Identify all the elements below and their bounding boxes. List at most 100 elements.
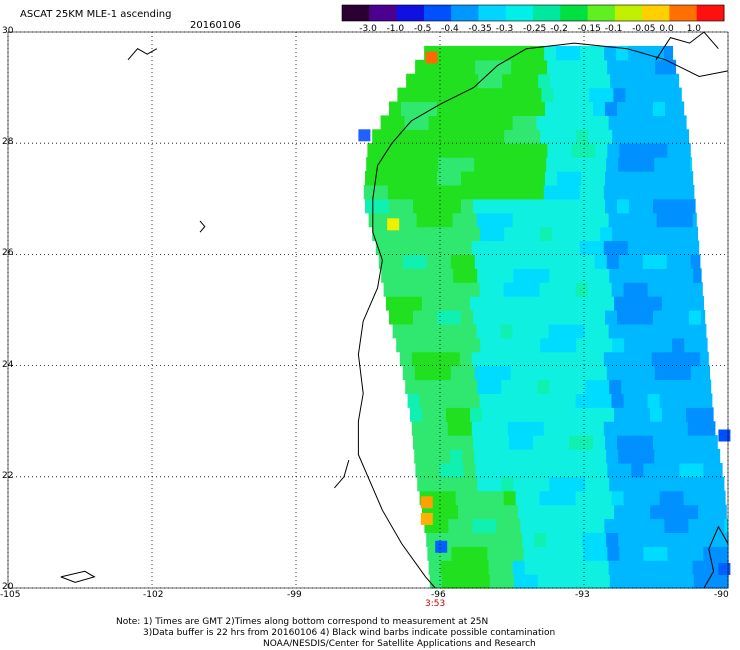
swath-cell <box>482 296 495 311</box>
swath-cell <box>462 532 475 547</box>
swath-cell <box>542 407 555 422</box>
swath-cell <box>498 254 512 269</box>
swath-cell <box>704 323 707 339</box>
swath-cell <box>417 268 430 283</box>
swath-cell <box>557 310 570 325</box>
swath-cell <box>495 421 509 436</box>
swath-cell <box>609 476 622 492</box>
swath-cell <box>627 421 641 436</box>
swath-cell <box>558 532 571 547</box>
swath-cell <box>519 184 533 200</box>
swath-cell <box>528 129 541 144</box>
swath-cell <box>515 490 529 506</box>
swath-cell <box>401 171 414 186</box>
swath-cell <box>630 365 644 381</box>
swath-cell <box>675 421 689 436</box>
swath-cell <box>479 490 493 506</box>
swath-cell <box>392 115 406 130</box>
swath-cell <box>428 212 442 228</box>
swath-cell <box>717 574 729 589</box>
swath-cell <box>633 476 646 492</box>
swath-cell <box>619 143 632 158</box>
swath-cell <box>548 560 562 575</box>
swath-cell <box>710 407 714 422</box>
swath-cell <box>483 240 497 255</box>
swath-cell <box>513 574 527 589</box>
swath-cell <box>492 129 505 144</box>
swath-cell <box>606 157 619 172</box>
swath-cell <box>669 379 682 394</box>
swath-cell <box>692 323 706 339</box>
swath-cell <box>520 45 533 61</box>
note-line-1: Note: 1) Times are GMT 2)Times along bot… <box>116 617 489 627</box>
swath-cell <box>533 310 546 325</box>
swath-cell <box>446 407 459 422</box>
swath-cell <box>530 407 543 422</box>
latitude-label: 24 <box>2 359 14 370</box>
swath-cell <box>674 504 687 520</box>
swath-cell <box>428 115 442 130</box>
swath-cell <box>655 59 668 75</box>
swath-cell <box>533 435 546 450</box>
colorbar-swatch <box>669 5 698 21</box>
swath-cell <box>605 435 618 450</box>
swath-cell <box>547 462 560 478</box>
swath-cell <box>389 310 402 325</box>
swath-cell <box>535 59 548 75</box>
swath-cell <box>678 157 691 172</box>
swath-cell <box>664 518 677 533</box>
swath-cell <box>459 240 473 255</box>
swath-cell <box>599 282 613 297</box>
swath-cell <box>540 337 553 353</box>
swath-cell <box>436 45 449 61</box>
swath-cell <box>595 462 608 478</box>
swath-cell <box>705 574 719 589</box>
swath-cell <box>571 59 584 75</box>
swath-cell <box>632 323 646 339</box>
swath-cell <box>620 212 634 228</box>
swath-cell <box>501 476 514 492</box>
swath-cell <box>589 87 602 103</box>
swath-cell <box>663 421 677 436</box>
swath-cell <box>600 129 613 144</box>
colorbar-label: -0.3 <box>495 24 514 34</box>
swath-cell <box>441 574 455 589</box>
swath-cell <box>451 462 464 478</box>
swath-cell <box>510 254 524 269</box>
swath-cell <box>585 268 598 283</box>
swath-cell <box>615 184 629 200</box>
swath-cell <box>667 462 680 478</box>
swath-cell <box>633 574 647 589</box>
swath-cell <box>448 518 461 533</box>
swath-cell <box>593 171 606 186</box>
swath-cell <box>612 129 625 144</box>
swath-cell <box>439 59 452 75</box>
swath-cell <box>413 310 426 325</box>
swath-cell <box>485 198 498 214</box>
swath-cell <box>702 365 710 381</box>
swath-cell <box>447 421 461 436</box>
coastline-segment <box>655 31 719 61</box>
swath-cell <box>426 449 439 464</box>
swath-cell <box>442 73 455 89</box>
swath-cell <box>535 546 548 561</box>
swath-cell <box>512 212 526 228</box>
swath-cell <box>640 518 653 533</box>
swath-cell <box>625 87 638 103</box>
swath-cell <box>509 101 522 116</box>
swath-cell <box>606 449 619 464</box>
swath-cell <box>519 351 533 367</box>
swath-cell <box>408 337 421 353</box>
coastline-segment <box>703 525 729 589</box>
swath-cell <box>456 129 469 144</box>
swath-cell <box>592 518 605 533</box>
swath-cell <box>555 421 569 436</box>
swath-cell <box>687 351 701 367</box>
swath-cell <box>604 45 617 61</box>
swath-cell <box>421 87 434 103</box>
swath-cell <box>666 157 679 172</box>
swath-cell <box>676 518 689 533</box>
swath-cell <box>663 351 677 367</box>
swath-cell <box>458 504 471 520</box>
swath-cell <box>635 393 649 408</box>
